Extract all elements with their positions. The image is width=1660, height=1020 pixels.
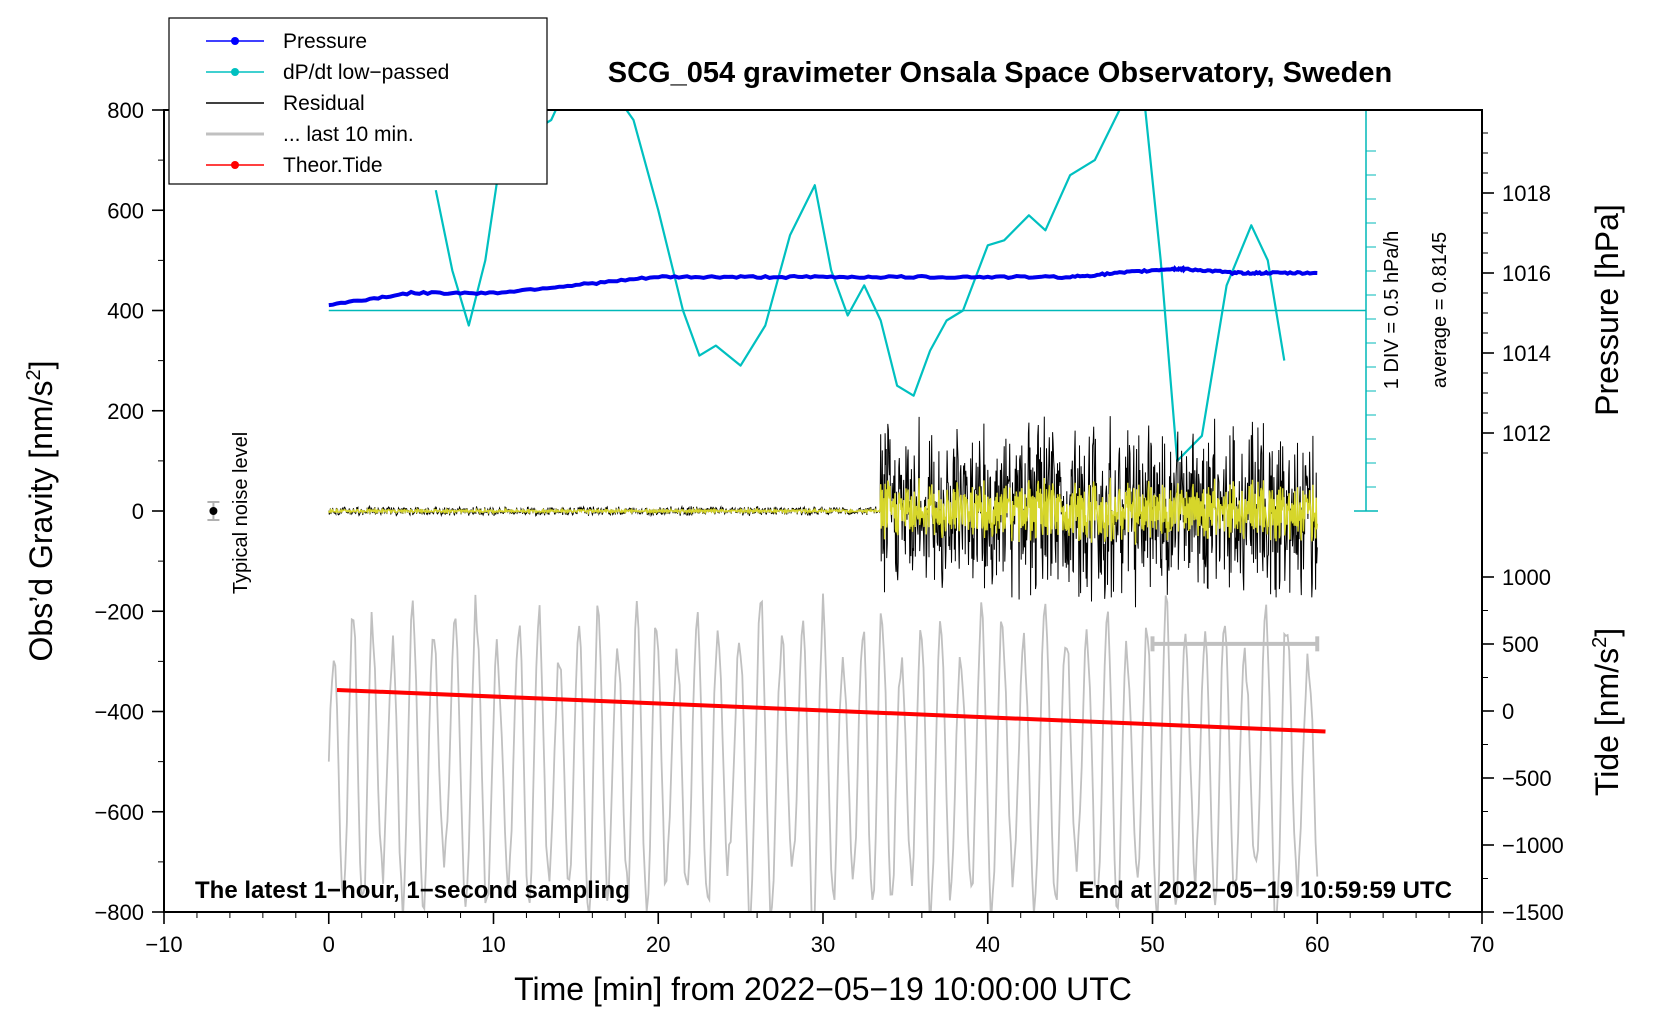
y-axis-title-gravity-end: ] [23,361,59,370]
pressure-tick-label: 1012 [1502,421,1551,446]
y-axis-title-pressure: Pressure [hPa] [1589,204,1625,416]
background-layer [328,110,1378,512]
x-tick-label: 70 [1470,932,1494,957]
y-tick-label: 800 [107,98,144,123]
chart-title: SCG_054 gravimeter Onsala Space Observat… [608,57,1392,89]
x-tick-label: −10 [145,932,182,957]
x-tick-label: 60 [1305,932,1329,957]
y-axis-title-tide-sup: 2 [1589,637,1611,648]
legend: Pressure dP/dt low−passed Residual ... last… [168,17,548,185]
dpdt-series [434,110,1286,462]
pressure-tick-label: 1014 [1502,341,1551,366]
tide-tick-label: −500 [1502,766,1552,791]
scale-average-label: average = 0.8145 [1429,232,1451,388]
y-axis-title-gravity-text: Obs’d Gravity [nm/s [23,381,59,662]
legend-label: dP/dt low−passed [283,61,449,84]
legend-box [168,17,548,185]
legend-label: Pressure [283,30,367,53]
theor-tide-series [336,687,1326,734]
x-tick-label: 10 [481,932,505,957]
x-tick-label: 0 [323,932,335,957]
axes-layer: −10 0 10 20 30 40 50 60 70 800 600 400 200 0 −200 −400 −… [94,98,1563,957]
legend-marker [231,68,239,76]
pressure-tick-label: 1016 [1502,261,1551,286]
x-axis-title: Time [min] from 2022−05−19 10:00:00 UTC [514,971,1132,1007]
last-10-min-series [327,593,1319,912]
y-tick-label: −400 [94,700,144,725]
y-tick-label: −800 [94,900,144,925]
y-tick-label: 0 [132,499,144,524]
tide-tick-label: −1500 [1502,900,1564,925]
noise-level-label: Typical noise level [230,432,252,594]
y-tick-label: 600 [107,198,144,223]
tide-tick-label: 1000 [1502,565,1551,590]
y-tick-label: 400 [107,299,144,324]
legend-marker [231,161,239,169]
y-axis-title-tide-text: Tide [nm/s [1589,648,1625,796]
noise-level-dot [209,507,218,515]
x-tick-label: 30 [811,932,835,957]
legend-label: Theor.Tide [283,154,383,177]
footer-left-label: The latest 1−hour, 1−second sampling [195,877,630,904]
legend-label: ... last 10 min. [283,123,414,146]
y-tick-label: −600 [94,800,144,825]
tide-tick-label: 500 [1502,632,1539,657]
legend-marker [231,37,239,45]
x-tick-label: 40 [976,932,1000,957]
residual-smoothed-series [328,477,1318,545]
tide-tick-label: 0 [1502,699,1514,724]
x-tick-label: 50 [1140,932,1164,957]
x-tick-label: 20 [646,932,670,957]
y-axis-title-tide-end: ] [1589,628,1625,637]
footer-right-label: End at 2022−05−19 10:59:59 UTC [1078,877,1452,904]
legend-label: Residual [283,92,365,115]
data-layer [207,110,1326,912]
pressure-tick-label: 1018 [1502,181,1551,206]
y-axis-title-tide: Tide [nm/s2] [1589,628,1625,796]
pressure-series [328,265,1318,308]
y-tick-label: 200 [107,399,144,424]
y-axis-title-gravity: Obs’d Gravity [nm/s2] [23,361,59,662]
y-tick-label: −200 [94,599,144,624]
tide-tick-label: −1000 [1502,833,1564,858]
y-axis-title-gravity-sup: 2 [23,369,45,380]
scale-div-label: 1 DIV = 0.5 hPa/h [1381,231,1403,389]
